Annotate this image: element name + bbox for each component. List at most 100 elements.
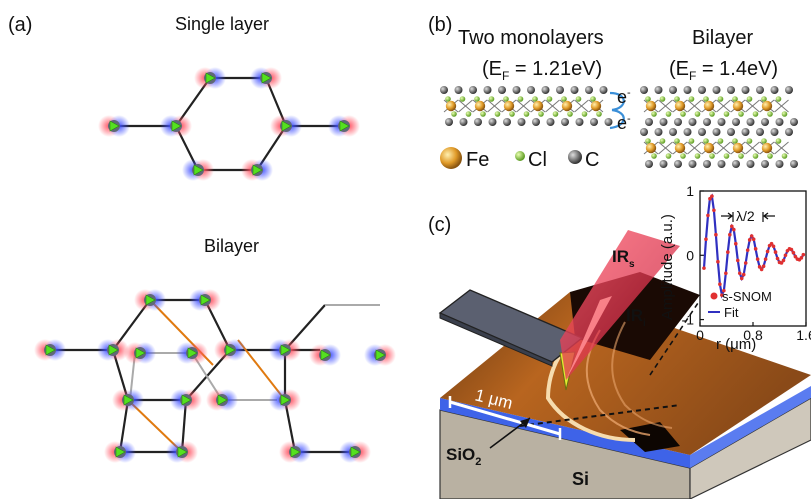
chlorine-atom xyxy=(651,153,657,159)
single-layer-title: Single layer xyxy=(175,14,269,34)
chlorine-atom xyxy=(552,111,559,117)
carbon-atom xyxy=(727,86,735,94)
cl-legend-swatch xyxy=(515,151,525,161)
snom-point xyxy=(773,250,778,254)
iron-atom xyxy=(561,100,573,112)
carbon-atom xyxy=(717,160,726,168)
carbon-atom xyxy=(683,86,692,94)
carbon-atom xyxy=(527,86,535,94)
carbon-atom xyxy=(659,160,668,168)
iron-atom xyxy=(645,142,657,154)
snom-point xyxy=(761,264,766,269)
carbon-atom xyxy=(785,128,793,136)
snom-point xyxy=(741,272,746,277)
snom-point xyxy=(737,271,742,276)
chlorine-atom xyxy=(561,96,567,102)
carbon-atom xyxy=(732,160,740,168)
carbon-atom xyxy=(454,86,463,94)
snom-point xyxy=(765,249,770,254)
chlorine-atom xyxy=(538,111,544,117)
ir-beam-incident xyxy=(560,230,680,380)
carbon-atom xyxy=(775,160,784,168)
carbon-atom xyxy=(570,86,579,94)
x-tick-label: 1.6 xyxy=(796,327,811,343)
carbon-atom xyxy=(483,86,492,94)
carbon-atom xyxy=(790,160,798,168)
carbon-atom xyxy=(585,86,593,94)
chlorine-atom xyxy=(465,111,472,117)
two-monolayers-title: Two monolayers xyxy=(458,27,604,49)
carbon-atom xyxy=(717,118,726,126)
carbon-atom xyxy=(498,86,506,94)
snom-point xyxy=(771,244,776,249)
chlorine-atom xyxy=(567,111,573,117)
chlorine-atom xyxy=(732,138,738,144)
atom-legend: Fe Cl C xyxy=(440,147,599,171)
snom-point xyxy=(781,258,786,263)
chlorine-atom xyxy=(775,138,782,144)
chlorine-atom xyxy=(459,96,466,102)
iron-atom xyxy=(732,142,744,154)
chlorine-atom xyxy=(665,153,672,159)
carbon-atom xyxy=(698,128,706,136)
iron-atom xyxy=(732,100,744,112)
carbon-atom xyxy=(599,86,608,94)
carbon-atom xyxy=(746,160,755,168)
bilayer-lattice xyxy=(33,288,397,464)
carbon-atom xyxy=(503,118,511,126)
carbon-atom xyxy=(698,86,706,94)
chlorine-atom xyxy=(688,138,695,144)
chlorine-atom xyxy=(781,111,788,117)
chlorine-atom xyxy=(494,111,501,117)
carbon-atom xyxy=(445,118,453,126)
iron-atom xyxy=(645,100,657,112)
carbon-atom xyxy=(590,118,598,126)
snom-point xyxy=(793,254,798,259)
carbon-atom xyxy=(785,86,793,94)
snom-point xyxy=(747,238,752,242)
chlorine-atom xyxy=(575,96,582,102)
chlorine-atom xyxy=(703,96,709,102)
snom-point xyxy=(720,293,724,297)
snom-point xyxy=(708,196,712,201)
snom-point xyxy=(718,282,722,287)
chlorine-atom xyxy=(767,111,773,117)
carbon-atom xyxy=(741,128,750,136)
inset-x-axis-label: r (μm) xyxy=(716,336,756,353)
iron-atom xyxy=(703,100,715,112)
chlorine-atom xyxy=(694,153,701,159)
snom-point xyxy=(783,253,788,258)
legend-snom-marker xyxy=(710,292,718,300)
snom-point xyxy=(735,258,740,263)
carbon-atom xyxy=(654,128,663,136)
chlorine-atom xyxy=(480,111,486,117)
sio2-label: SiO2 xyxy=(446,445,481,468)
carbon-atom xyxy=(688,118,697,126)
snom-point xyxy=(753,247,758,251)
chlorine-atom xyxy=(709,153,715,159)
x-tick-label: 0.8 xyxy=(743,327,763,343)
chlorine-atom xyxy=(680,111,686,117)
carbon-atom xyxy=(683,128,692,136)
inset-pointer xyxy=(649,299,701,376)
electron-transfer: e- e- xyxy=(609,87,631,133)
cl-legend-label: Cl xyxy=(528,149,547,171)
snom-point xyxy=(775,256,780,261)
carbon-atom xyxy=(645,160,653,168)
carbon-atom xyxy=(532,118,540,126)
c-legend-label: C xyxy=(585,149,599,171)
iron-atom xyxy=(761,100,773,112)
carbon-atom xyxy=(556,86,564,94)
chlorine-atom xyxy=(767,153,773,159)
snom-point xyxy=(743,261,748,265)
chlorine-atom xyxy=(775,96,782,102)
bilayer-title: Bilayer xyxy=(204,236,259,256)
carbon-atom xyxy=(746,118,755,126)
carbon-atom xyxy=(775,118,784,126)
iron-atom xyxy=(761,142,773,154)
chlorine-atom xyxy=(581,111,588,117)
chlorine-atom xyxy=(645,96,651,102)
snom-point xyxy=(745,248,750,252)
snom-point xyxy=(722,288,726,293)
